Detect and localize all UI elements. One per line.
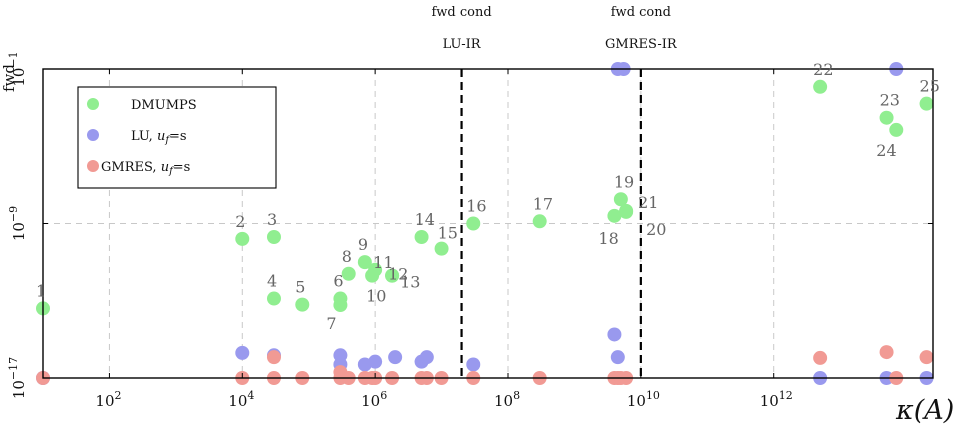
threshold-label-top: fwd cond <box>611 5 671 20</box>
point-dmumps <box>414 229 429 244</box>
point-label: 13 <box>400 273 420 292</box>
point-label: 2 <box>235 212 245 231</box>
legend-box <box>77 86 277 189</box>
point-dmumps <box>532 214 547 229</box>
threshold-annotations: fwd cond LU-IR fwd cond GMRES-IR <box>431 5 677 52</box>
point-dmumps <box>889 122 904 137</box>
point-lu <box>607 327 622 342</box>
point-dmumps <box>879 110 894 125</box>
point-label: 7 <box>326 314 336 333</box>
x-tick-label: 1012 <box>760 389 793 410</box>
point-dmumps <box>813 79 828 94</box>
y-tick-label: 10−1 <box>7 51 28 86</box>
point-gmres <box>879 345 894 360</box>
point-dmumps <box>266 291 281 306</box>
point-dmumps <box>619 204 634 219</box>
point-gmres <box>919 350 934 365</box>
point-gmres <box>266 350 281 365</box>
point-dmumps <box>434 241 449 256</box>
point-dmumps <box>341 266 356 281</box>
x-tick-label: 102 <box>95 389 121 410</box>
point-label: 20 <box>646 220 666 239</box>
point-label: 24 <box>876 141 896 160</box>
y-tick-label: 10−9 <box>7 206 28 241</box>
threshold-label-bottom: LU-IR <box>443 37 482 52</box>
point-label: 6 <box>333 272 343 291</box>
point-lu <box>610 350 625 365</box>
point-label: 10 <box>366 287 386 306</box>
point-dmumps <box>385 268 400 283</box>
x-tick-label: 108 <box>494 389 520 410</box>
point-label: 15 <box>438 224 458 243</box>
y-axis-label: fwd <box>0 64 18 92</box>
legend-label-gmres: GMRES, uf=s <box>101 160 190 177</box>
point-dmumps <box>466 216 481 231</box>
point-label: 5 <box>295 278 305 297</box>
point-label: 16 <box>466 197 486 216</box>
point-dmumps <box>607 208 622 223</box>
x-axis-label: κ(A) <box>895 395 954 426</box>
point-label: 9 <box>358 235 368 254</box>
point-dmumps <box>266 229 281 244</box>
legend-marker-lu <box>87 129 99 141</box>
point-lu <box>235 345 250 360</box>
y-tick-label: 10−17 <box>7 357 28 399</box>
point-label: 18 <box>598 229 618 248</box>
legend-marker-gmres <box>87 160 99 172</box>
point-dmumps <box>235 231 250 246</box>
point-dmumps <box>357 255 372 270</box>
point-label: 21 <box>638 193 658 212</box>
legend-label-lu: LU, uf=s <box>131 129 187 146</box>
point-lu <box>368 354 383 369</box>
point-label: 19 <box>614 172 634 191</box>
point-label: 4 <box>267 272 277 291</box>
point-dmumps <box>333 298 348 313</box>
x-tick-label: 104 <box>228 389 254 410</box>
point-dmumps <box>919 96 934 111</box>
point-dmumps <box>613 192 628 207</box>
point-label: 8 <box>342 247 352 266</box>
legend: DMUMPS LU, uf=s GMRES, uf=s <box>77 86 277 189</box>
point-label: 12 <box>388 265 408 284</box>
x-tick-label: 106 <box>361 389 387 410</box>
data-points <box>36 62 934 385</box>
point-lu <box>388 350 403 365</box>
point-label: 17 <box>533 194 553 213</box>
point-label: 14 <box>415 210 435 229</box>
point-label: 25 <box>920 77 940 96</box>
point-label: 23 <box>880 91 900 110</box>
point-gmres <box>813 350 828 365</box>
point-dmumps <box>295 297 310 312</box>
threshold-label-bottom: GMRES-IR <box>605 37 678 52</box>
point-label: 1 <box>36 281 46 300</box>
point-label: 3 <box>267 210 277 229</box>
point-label: 11 <box>373 253 393 272</box>
point-dmumps <box>368 262 383 277</box>
point-label: 22 <box>813 60 833 79</box>
legend-marker-dmumps <box>87 98 99 110</box>
point-lu <box>466 357 481 372</box>
legend-label-dmumps: DMUMPS <box>131 98 197 113</box>
x-tick-label: 1010 <box>627 389 660 410</box>
point-lu <box>419 350 434 365</box>
threshold-label-top: fwd cond <box>431 5 491 20</box>
